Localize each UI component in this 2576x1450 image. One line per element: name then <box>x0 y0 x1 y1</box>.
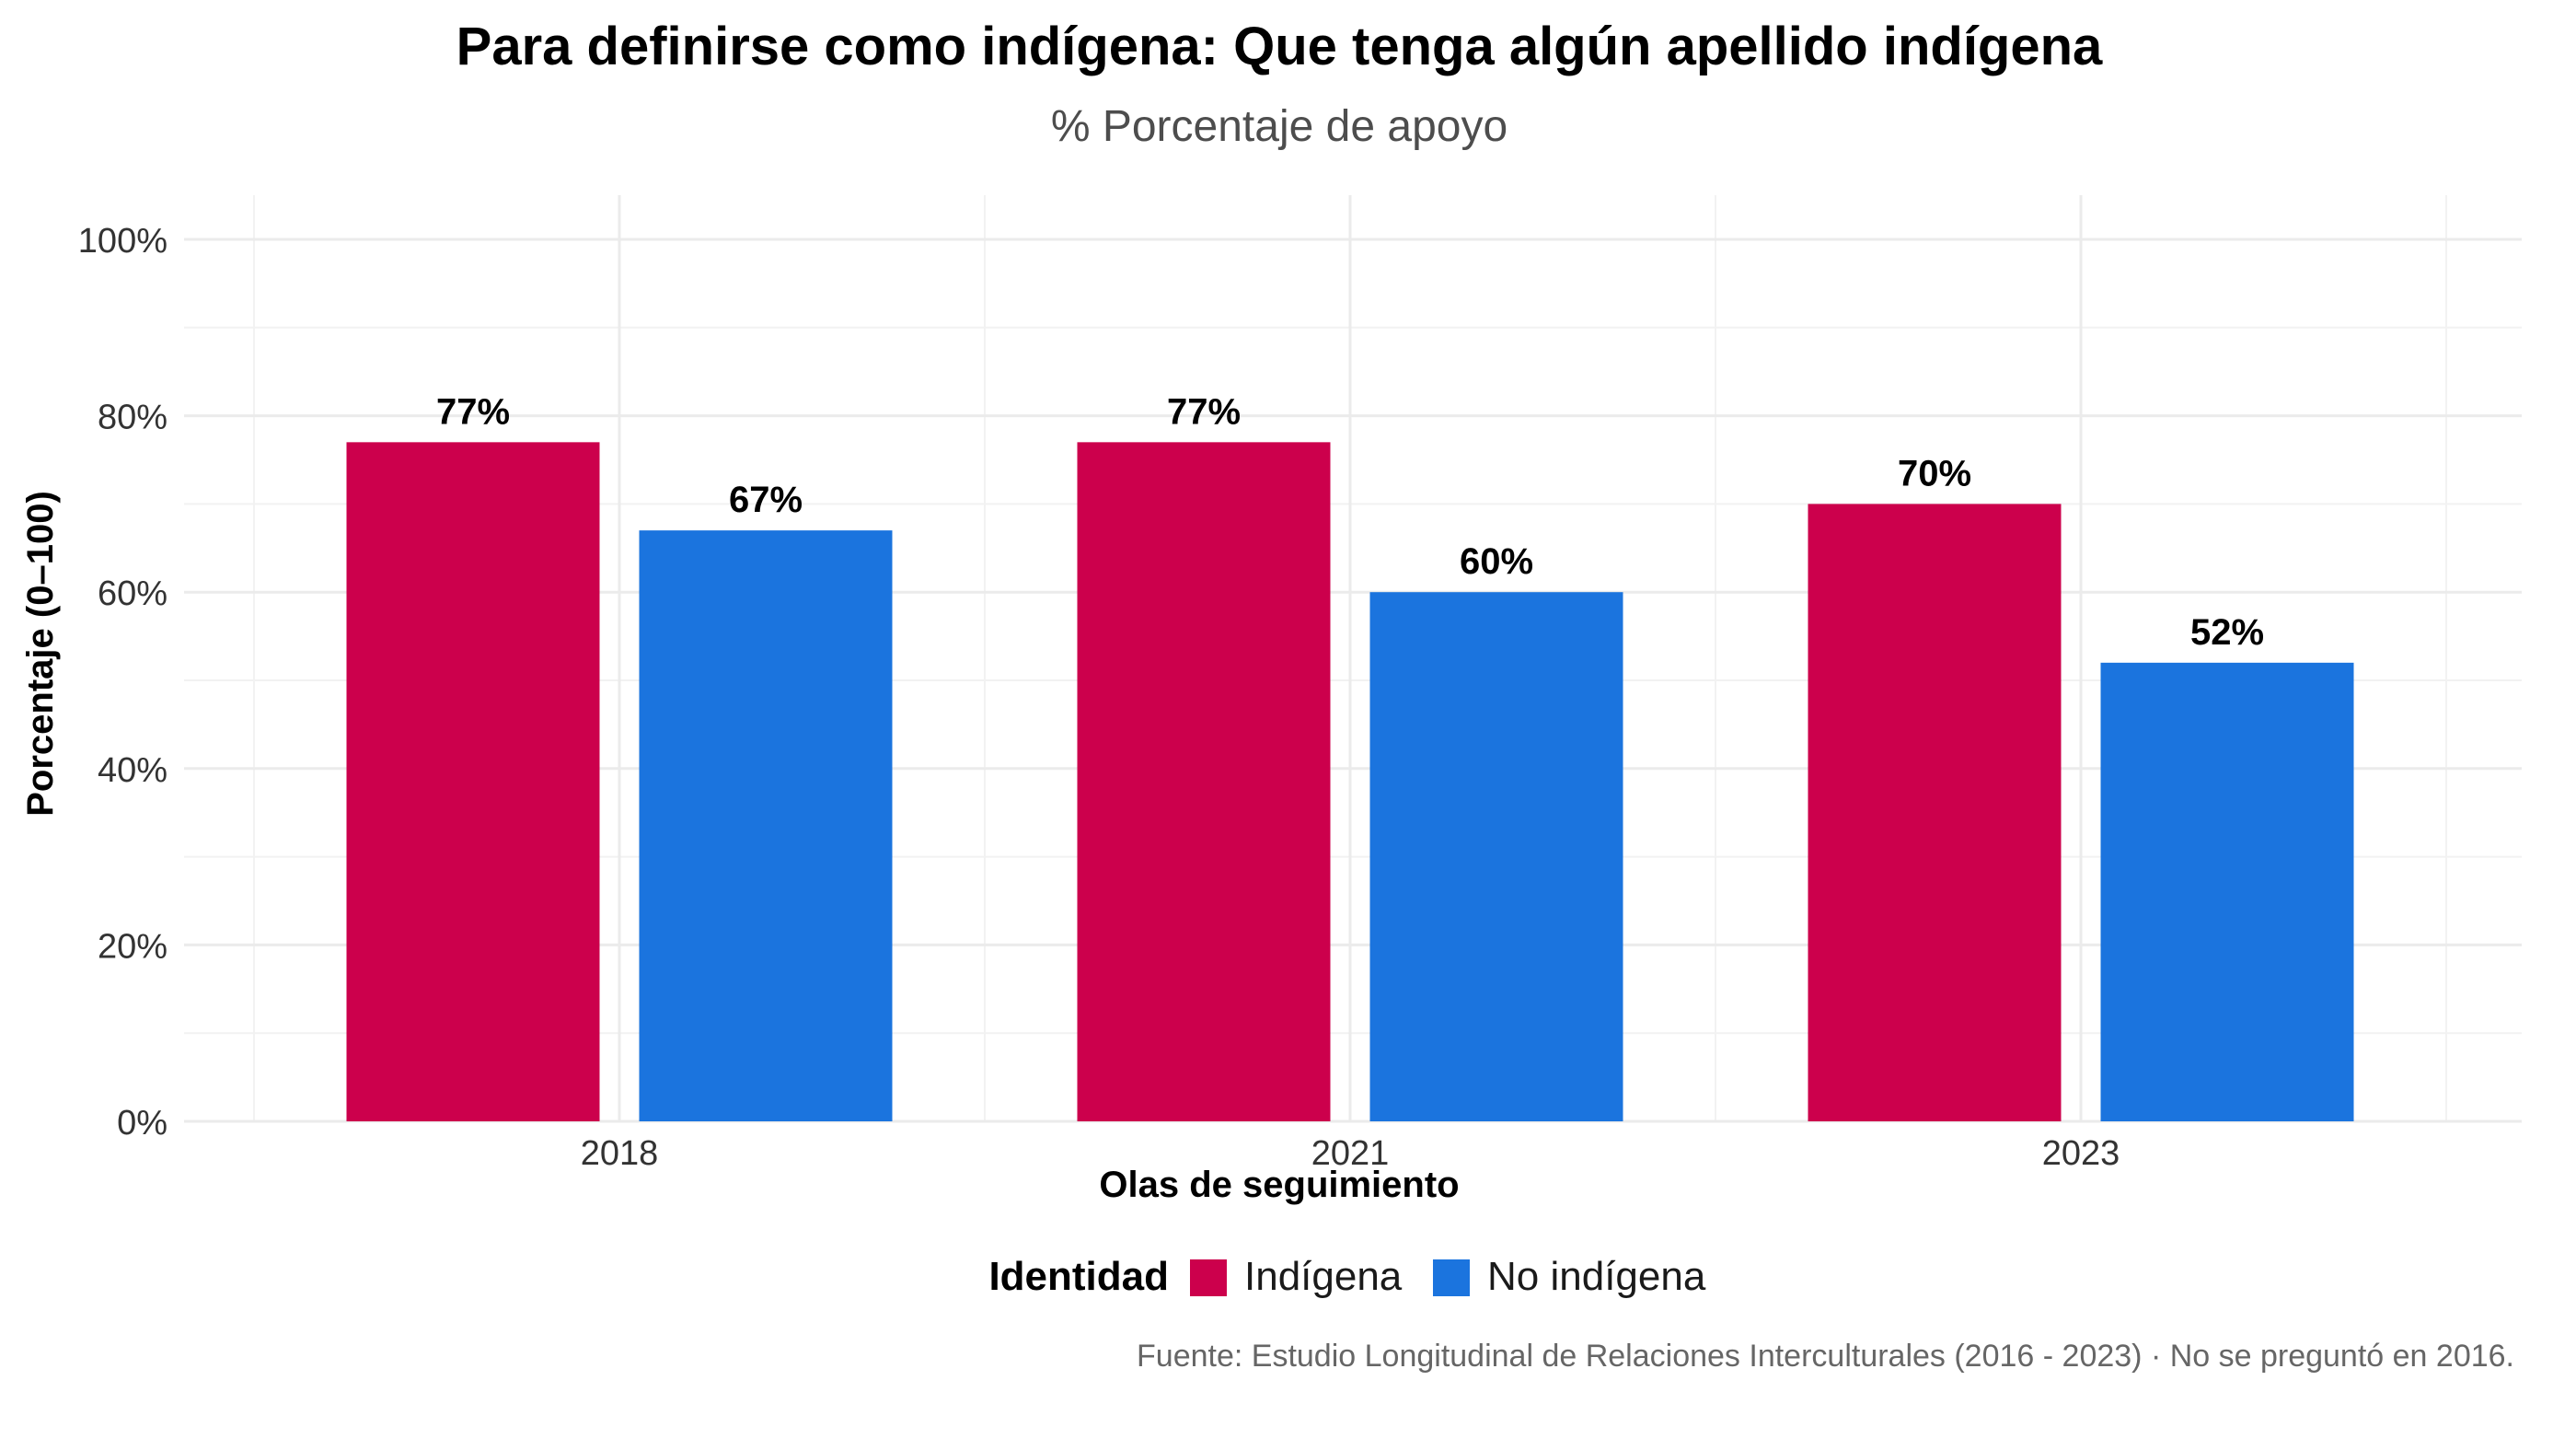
legend-swatch-indigena <box>1190 1259 1227 1296</box>
legend-label-no-indigena: No indígena <box>1487 1254 1706 1299</box>
bar-no-indigena-2021 <box>1369 592 1623 1121</box>
chart-caption: Fuente: Estudio Longitudinal de Relacion… <box>1137 1339 2514 1374</box>
legend-swatch-no-indigena <box>1433 1259 1470 1296</box>
y-axis-title: Porcentaje (0–100) <box>20 491 61 817</box>
bar-label-indigena-2021: 77% <box>1167 391 1241 432</box>
bar-indigena-2023 <box>1808 504 2062 1121</box>
bar-label-no-indigena-2018: 67% <box>729 480 803 520</box>
y-tick-label-4: 80% <box>98 399 167 437</box>
bar-indigena-2018 <box>346 442 600 1122</box>
legend-title: Identidad <box>988 1254 1169 1299</box>
bars <box>346 442 2354 1122</box>
x-tick-label-2021: 2021 <box>1311 1134 1390 1173</box>
bar-no-indigena-2018 <box>639 530 893 1121</box>
bar-label-no-indigena-2021: 60% <box>1460 541 1533 582</box>
bar-indigena-2021 <box>1077 442 1331 1122</box>
chart-title: Para definirse como indígena: Que tenga … <box>456 17 2103 76</box>
legend-label-indigena: Indígena <box>1244 1254 1403 1299</box>
x-tick-label-2018: 2018 <box>581 1134 659 1173</box>
bar-no-indigena-2023 <box>2100 662 2354 1121</box>
x-tick-label-2023: 2023 <box>2042 1134 2120 1173</box>
y-tick-label-3: 60% <box>98 574 167 613</box>
x-axis-title: Olas de seguimiento <box>1099 1165 1459 1205</box>
y-tick-label-1: 20% <box>98 927 167 966</box>
bar-label-indigena-2023: 70% <box>1898 453 1971 493</box>
y-tick-label-2: 40% <box>98 751 167 790</box>
y-tick-label-0: 0% <box>117 1104 167 1143</box>
y-axis-ticks: 0% 20% 40% 60% 80% 100% <box>78 222 167 1143</box>
bar-labels: 77% 77% 70% 67% 60% 52% <box>436 391 2264 653</box>
chart-subtitle: % Porcentaje de apoyo <box>1051 102 1507 151</box>
bar-label-indigena-2018: 77% <box>436 391 510 432</box>
bar-label-no-indigena-2023: 52% <box>2190 612 2264 653</box>
x-axis-ticks: 2018 2021 2023 <box>581 1134 2120 1173</box>
y-tick-label-5: 100% <box>78 222 167 261</box>
legend: Identidad Indígena No indígena <box>988 1254 1705 1299</box>
